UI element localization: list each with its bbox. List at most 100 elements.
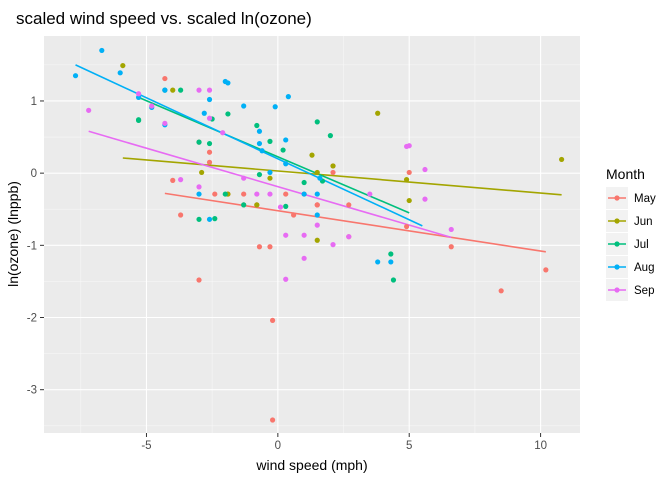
point-aug xyxy=(272,104,278,110)
point-aug xyxy=(301,191,307,197)
y-tick-label: 0 xyxy=(31,168,37,180)
y-tick-label: 1 xyxy=(31,96,37,108)
regression-lines xyxy=(75,64,562,253)
point-aug xyxy=(267,169,273,176)
fit-line-jun xyxy=(122,157,562,196)
point-jun xyxy=(309,152,315,158)
point-aug xyxy=(388,259,394,265)
point-aug xyxy=(314,191,320,197)
point-jul xyxy=(267,138,273,144)
point-aug xyxy=(314,212,320,218)
point-may xyxy=(269,417,276,423)
y-tick-label: -1 xyxy=(27,240,37,252)
x-axis-label: wind speed (mph) xyxy=(255,457,367,473)
point-jul xyxy=(301,179,307,186)
legend-label-may: May xyxy=(634,193,656,205)
point-jul xyxy=(196,139,202,145)
legend-label-sep: Sep xyxy=(634,285,654,297)
legend-item-may: May xyxy=(606,187,656,209)
point-aug xyxy=(201,110,207,116)
legend-point-may xyxy=(614,195,620,201)
legend-point-sep xyxy=(614,287,620,293)
data-points xyxy=(72,47,565,423)
point-sep xyxy=(330,242,336,248)
point-sep xyxy=(301,232,307,238)
point-aug xyxy=(196,191,202,197)
point-may xyxy=(267,244,273,250)
x-tick-label: 0 xyxy=(275,440,281,452)
fit-line-jul xyxy=(138,96,410,214)
point-sep xyxy=(149,103,155,109)
y-axis: -3 -2 -1 0 1 xyxy=(27,96,44,397)
point-may xyxy=(178,212,184,218)
point-aug xyxy=(375,259,381,265)
point-may xyxy=(162,75,168,82)
point-aug xyxy=(72,73,79,79)
point-aug xyxy=(206,96,213,103)
point-jul xyxy=(212,216,218,222)
point-jul xyxy=(135,117,142,124)
point-may xyxy=(196,277,202,283)
point-aug xyxy=(99,47,105,54)
point-aug xyxy=(283,137,289,143)
point-sep xyxy=(206,87,213,93)
point-sep xyxy=(254,191,260,197)
point-aug xyxy=(317,175,323,181)
point-aug xyxy=(283,161,289,167)
point-jul xyxy=(390,277,397,283)
point-may xyxy=(498,288,504,294)
point-sep xyxy=(196,184,202,190)
fit-line-aug xyxy=(75,64,423,227)
point-sep xyxy=(301,255,307,261)
legend-title: Month xyxy=(606,166,645,182)
point-aug xyxy=(256,128,263,134)
point-sep xyxy=(448,226,454,233)
point-sep xyxy=(314,222,320,228)
point-jul xyxy=(196,216,202,222)
point-jul xyxy=(178,87,184,93)
legend-label-jul: Jul xyxy=(634,239,649,251)
point-jul xyxy=(241,202,247,208)
point-may xyxy=(406,169,412,176)
point-sep xyxy=(277,204,284,210)
point-jun xyxy=(330,163,336,169)
point-jul xyxy=(327,133,333,139)
point-sep xyxy=(178,177,184,183)
point-jul xyxy=(388,251,394,257)
chart-title: scaled wind speed vs. scaled ln(ozone) xyxy=(16,9,312,28)
point-jul xyxy=(254,122,260,129)
plot-panel xyxy=(44,36,580,433)
point-sep xyxy=(267,191,273,197)
point-may xyxy=(241,191,247,197)
point-aug xyxy=(285,94,291,100)
legend-point-jul xyxy=(614,241,620,247)
point-sep xyxy=(86,107,92,113)
legend-point-jun xyxy=(614,218,620,224)
point-jun xyxy=(406,197,412,204)
point-aug xyxy=(256,140,263,147)
point-may xyxy=(206,159,213,165)
point-may xyxy=(314,202,320,208)
point-may xyxy=(330,169,336,176)
point-jul xyxy=(314,119,320,125)
point-aug xyxy=(259,148,265,154)
point-may xyxy=(543,267,549,273)
point-jun xyxy=(254,202,260,208)
legend-point-aug xyxy=(614,264,620,270)
point-aug xyxy=(241,103,247,109)
point-sep xyxy=(367,191,373,197)
point-jul xyxy=(225,111,231,117)
point-may xyxy=(448,244,454,250)
legend-label-jun: Jun xyxy=(634,216,653,228)
point-jul xyxy=(280,147,286,153)
legend-label-aug: Aug xyxy=(634,262,654,274)
point-sep xyxy=(346,234,352,240)
point-sep xyxy=(196,87,202,93)
point-may xyxy=(206,149,213,155)
point-aug xyxy=(225,80,231,86)
point-may xyxy=(256,244,263,250)
legend-item-jun: Jun xyxy=(606,210,653,232)
point-may xyxy=(403,223,410,230)
point-sep xyxy=(283,232,289,238)
point-sep xyxy=(162,120,168,126)
